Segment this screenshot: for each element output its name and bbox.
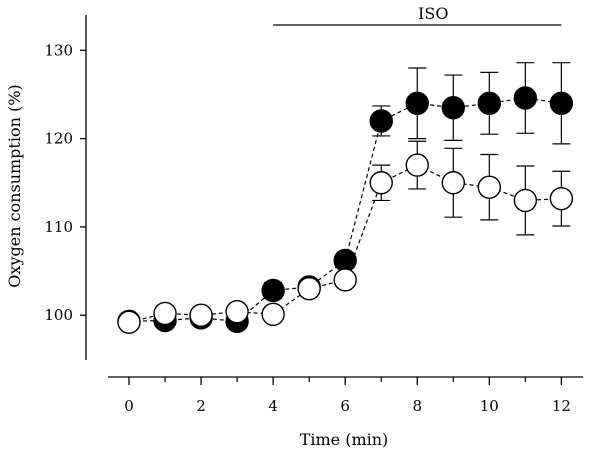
- x-axis-title: Time (min): [300, 430, 389, 449]
- y-axis-ticks: 100 110 120 130: [44, 41, 86, 324]
- open-data-point: [405, 153, 429, 177]
- open-data-point: [369, 171, 393, 195]
- y-axis-title: Oxygen consumption (%): [5, 84, 24, 287]
- x-tick-label: 12: [552, 397, 571, 415]
- y-tick-label: 110: [44, 218, 73, 236]
- x-tick-label: 8: [412, 397, 422, 415]
- filled-data-point: [477, 91, 502, 115]
- series-1-markers: [117, 86, 574, 334]
- open-data-point: [117, 310, 141, 334]
- filled-data-point: [549, 91, 574, 115]
- annotation-layer: ISO: [273, 4, 562, 26]
- series-2: [120, 140, 571, 326]
- x-tick-label: 10: [480, 397, 499, 415]
- filled-data-point: [369, 109, 393, 133]
- open-data-point: [261, 302, 285, 327]
- open-data-point: [477, 175, 502, 199]
- x-tick-label: 6: [340, 397, 350, 415]
- open-data-point: [333, 268, 357, 292]
- series-2-markers: [117, 153, 574, 334]
- series-layer: [117, 62, 574, 334]
- y-tick-label: 120: [44, 130, 73, 148]
- x-tick-label: 4: [268, 397, 278, 415]
- open-data-point: [189, 303, 213, 327]
- open-data-point: [297, 277, 321, 301]
- filled-data-point: [261, 278, 285, 303]
- y-tick-label: 130: [44, 41, 73, 59]
- filled-data-point: [513, 86, 538, 110]
- filled-data-point: [441, 96, 465, 120]
- open-data-point: [225, 299, 249, 324]
- open-data-point: [153, 301, 177, 326]
- x-axis-ticks: 0 2 4 6 8 10 12: [124, 377, 571, 415]
- open-data-point: [441, 171, 465, 195]
- y-tick-label: 100: [44, 306, 73, 324]
- axes: 100 110 120 130 0 2 4 6 8 10 12 Time (min) Oxygen…: [5, 15, 583, 449]
- filled-data-point: [405, 91, 429, 115]
- filled-data-point: [333, 248, 357, 273]
- x-tick-label: 2: [196, 397, 206, 415]
- open-data-point: [513, 188, 538, 213]
- open-data-point: [549, 186, 574, 211]
- iso-annotation-label: ISO: [418, 4, 448, 23]
- x-tick-label: 0: [124, 397, 134, 415]
